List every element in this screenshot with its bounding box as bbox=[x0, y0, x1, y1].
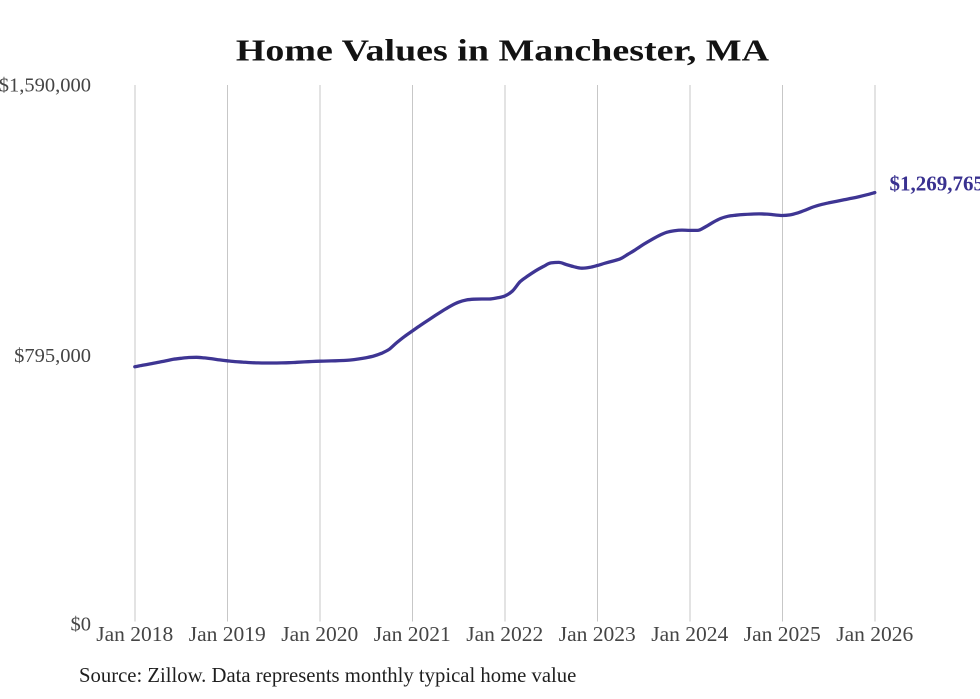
svg-text:Jan 2026: Jan 2026 bbox=[836, 622, 913, 646]
svg-text:$795,000: $795,000 bbox=[14, 345, 91, 367]
svg-text:$1,590,000: $1,590,000 bbox=[0, 75, 91, 97]
svg-text:Jan 2021: Jan 2021 bbox=[374, 622, 451, 646]
svg-text:Home Values in Manchester, MA: Home Values in Manchester, MA bbox=[236, 34, 769, 68]
svg-text:Jan 2023: Jan 2023 bbox=[559, 622, 636, 646]
svg-text:Jan 2018: Jan 2018 bbox=[96, 622, 173, 646]
svg-text:Jan 2019: Jan 2019 bbox=[189, 622, 266, 646]
svg-text:Jan 2022: Jan 2022 bbox=[466, 622, 543, 646]
svg-text:Jan 2020: Jan 2020 bbox=[281, 622, 358, 646]
svg-text:$0: $0 bbox=[71, 614, 92, 636]
svg-text:Source: Zillow. Data represent: Source: Zillow. Data represents monthly … bbox=[79, 665, 576, 687]
svg-text:Jan 2024: Jan 2024 bbox=[651, 622, 728, 646]
svg-text:$1,269,765: $1,269,765 bbox=[890, 171, 980, 195]
svg-text:Jan 2025: Jan 2025 bbox=[744, 622, 821, 646]
